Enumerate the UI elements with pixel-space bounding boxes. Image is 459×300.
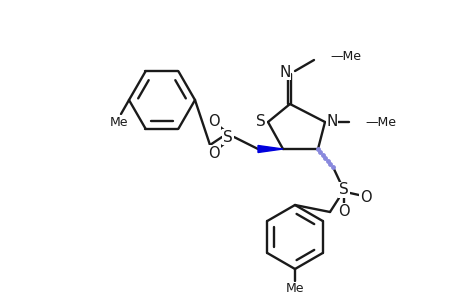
Text: —Me: —Me	[329, 50, 360, 62]
Text: Me: Me	[285, 283, 303, 296]
Text: Me: Me	[110, 116, 128, 128]
Text: S: S	[223, 130, 232, 145]
Polygon shape	[257, 146, 282, 152]
Text: N: N	[279, 64, 290, 80]
Text: N: N	[325, 113, 337, 128]
Text: —Me: —Me	[364, 116, 395, 128]
Text: S: S	[256, 113, 265, 128]
Text: O: O	[208, 146, 219, 160]
Text: S: S	[338, 182, 348, 197]
Text: O: O	[208, 113, 219, 128]
Text: O: O	[359, 190, 371, 206]
Text: O: O	[337, 203, 349, 218]
